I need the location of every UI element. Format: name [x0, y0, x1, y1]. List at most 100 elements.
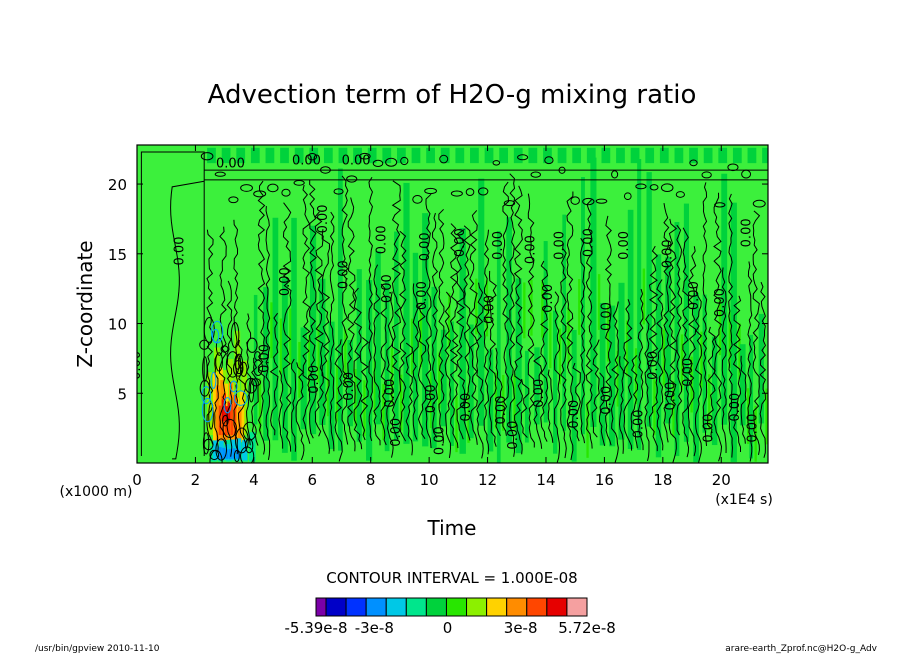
contour-line [509, 173, 516, 457]
field-cell [674, 147, 684, 164]
contour-loop [267, 183, 279, 193]
contour-label: 0.00 [701, 414, 716, 443]
field-cell [703, 147, 713, 164]
contour-label: 0.00 [389, 418, 404, 447]
field-cell [586, 147, 596, 164]
field-cell [279, 318, 283, 375]
contour-line [495, 347, 503, 437]
field-cell [223, 400, 225, 422]
field-cell [459, 227, 466, 454]
contour-line [648, 245, 659, 452]
field-cell [221, 399, 223, 422]
contour-line [214, 354, 219, 452]
field-cell [609, 305, 616, 447]
field-cell [215, 385, 220, 443]
contour-line [740, 355, 747, 444]
field-cell [702, 294, 707, 433]
x-tick-label: 4 [249, 471, 259, 489]
contour-line [291, 358, 297, 452]
colorbar-cell [385, 597, 407, 617]
field-cell [431, 286, 437, 449]
contour-line [476, 282, 484, 459]
x-tick-label: 14 [536, 471, 555, 489]
field-cell [499, 147, 509, 164]
contour-label: 0.00 [307, 365, 322, 394]
contour-loop [372, 159, 384, 168]
contour-loop [582, 197, 595, 206]
colorbar-cell [526, 597, 548, 617]
field-cell [470, 147, 479, 164]
x-tick-label: 18 [653, 471, 672, 489]
field-cell [718, 147, 728, 164]
field-cell [468, 324, 474, 439]
field-cell [738, 323, 741, 380]
field-cell [317, 326, 320, 383]
contour-label: 0.00 [599, 386, 614, 415]
field-cell [758, 313, 764, 424]
colorbar-label: 0 [443, 619, 453, 637]
colorbar-label: -5.39e-8 [285, 619, 348, 637]
contour-line [341, 175, 349, 445]
x-tick-label: 16 [595, 471, 614, 489]
contour-line [572, 362, 581, 442]
field-cell [515, 278, 522, 454]
contour-line [170, 180, 205, 460]
contour-label: 0.00 [491, 231, 506, 260]
field-cell [229, 449, 232, 459]
contour-line [732, 295, 742, 453]
contour-loop [424, 187, 437, 195]
field-cell [557, 147, 567, 164]
colorbar-cell [445, 597, 468, 617]
contour-loop [250, 378, 262, 387]
contour-line [527, 193, 535, 448]
contour-label: 0.00 [418, 232, 433, 261]
field-cell [384, 280, 390, 452]
contour-loop [200, 152, 214, 161]
contour-loop [228, 196, 239, 204]
colorbar-cell [365, 597, 387, 617]
y-tick-label: 10 [108, 316, 127, 334]
field-cell [207, 147, 216, 164]
field-cell [558, 328, 562, 385]
contour-loop [215, 352, 223, 372]
field-cell [502, 374, 505, 431]
field-cell [258, 377, 262, 434]
contour-line [386, 291, 394, 458]
field-cell [721, 173, 728, 425]
colorbar-cell [325, 597, 347, 617]
field-cell [494, 372, 498, 429]
contour-line [469, 210, 478, 445]
contour-line [353, 287, 363, 450]
field-cell [298, 341, 301, 398]
field-cell [590, 157, 597, 427]
contour-loop [741, 169, 752, 179]
contour-loop [675, 191, 685, 198]
field-cell [524, 350, 529, 443]
contour-loop [727, 163, 739, 172]
contour-lines [140, 151, 768, 463]
field-cell [690, 356, 693, 413]
field-cell [309, 147, 319, 164]
colorbar-cell [566, 597, 588, 617]
contour-line [399, 230, 407, 442]
field-cell [765, 388, 768, 445]
field-cell [411, 147, 421, 164]
contour-line [483, 229, 490, 455]
contour-loop [649, 184, 659, 191]
contour-label: 0.00 [523, 235, 538, 264]
contour-loop [229, 380, 238, 393]
field-cell [440, 329, 447, 427]
contour-line [728, 193, 734, 458]
field-cell [382, 384, 385, 440]
contour-label: 0.00 [173, 237, 188, 266]
field-cell [448, 292, 451, 349]
contour-loop [202, 432, 210, 455]
contour-line [547, 369, 554, 443]
x-tick-label: 6 [308, 471, 318, 489]
contour-loop [220, 345, 229, 353]
contour-line [502, 181, 510, 436]
contour-line [219, 226, 227, 447]
contour-label: 0.00 [687, 281, 702, 310]
field-cell [625, 320, 629, 377]
field-cell [403, 182, 410, 444]
